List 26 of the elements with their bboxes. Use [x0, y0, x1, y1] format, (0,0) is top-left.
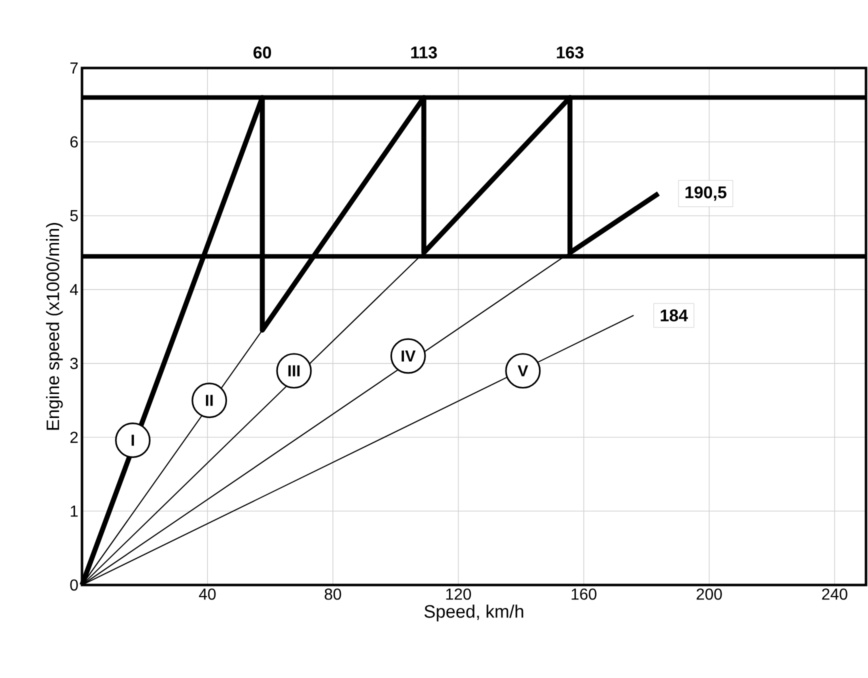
- x-tick-label: 240: [822, 588, 848, 600]
- annotation: I: [132, 434, 134, 446]
- y-tick-label: 1: [70, 506, 78, 517]
- x-tick-label: 200: [696, 588, 722, 600]
- y-tick-label: 6: [70, 136, 78, 148]
- x-axis-title: Speed, km/h: [424, 604, 524, 622]
- y-tick-label: 7: [70, 62, 78, 74]
- annotation: III: [288, 365, 300, 376]
- annotation: 113: [411, 46, 437, 58]
- annotation: 60: [254, 46, 272, 59]
- x-tick-label: 40: [198, 588, 216, 600]
- annotation: 184: [660, 309, 688, 322]
- y-tick-label: 4: [70, 284, 78, 296]
- y-axis-title: Engine speed (x1000/min): [46, 222, 63, 430]
- y-tick-label: 5: [70, 210, 78, 222]
- x-tick-label: 120: [446, 588, 471, 600]
- annotation: 190,5: [686, 186, 726, 201]
- y-tick-label: 0: [70, 579, 78, 591]
- x-tick-label: 80: [324, 588, 342, 600]
- annotation: II: [206, 394, 213, 406]
- annotation: 163: [556, 46, 584, 58]
- annotation: V: [518, 365, 528, 376]
- x-tick-label: 160: [572, 588, 596, 600]
- y-tick-label: 2: [70, 432, 78, 443]
- annotation: IV: [402, 350, 416, 362]
- y-tick-label: 3: [70, 358, 78, 370]
